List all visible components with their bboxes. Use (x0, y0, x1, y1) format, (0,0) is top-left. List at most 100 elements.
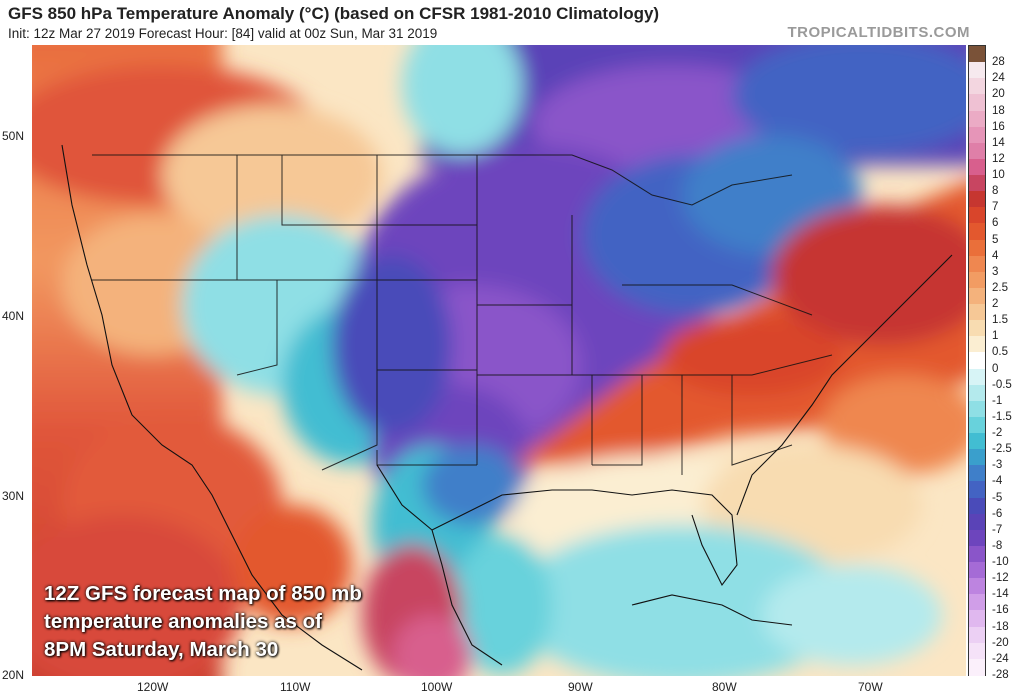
color-scale-cell (969, 497, 985, 515)
lon-label-110w: 110W (280, 680, 311, 694)
color-scale-label: -10 (992, 556, 1009, 569)
caption-line-3: 8PM Saturday, March 30 (44, 638, 279, 661)
color-scale-cell (969, 175, 985, 192)
color-scale-cell (969, 368, 985, 386)
coastlines (61, 144, 953, 671)
color-scale-label: 0.5 (992, 346, 1008, 359)
color-scale-cell (969, 400, 985, 418)
color-scale-cell (969, 191, 985, 208)
color-scale-cell (969, 255, 985, 273)
color-scale-label: 3 (992, 265, 999, 278)
color-scale-label: 20 (992, 88, 1005, 101)
color-scale-label: 6 (992, 217, 999, 230)
map-subtitle: Init: 12z Mar 27 2019 Forecast Hour: [84… (8, 26, 438, 41)
anomaly-field (32, 45, 966, 676)
color-scale-cell (969, 94, 985, 112)
color-scale-label: 1 (992, 330, 999, 343)
color-scale-cell (969, 610, 985, 628)
color-scale-cell (969, 384, 985, 402)
color-scale-cell (969, 287, 985, 305)
color-scale-label: 10 (992, 169, 1005, 182)
color-scale-label: -4 (992, 475, 1003, 488)
color-scale-label: 5 (992, 233, 999, 246)
color-scale-label: -18 (992, 620, 1009, 633)
color-scale-cell (969, 110, 985, 128)
color-scale-cell (969, 336, 985, 354)
color-scale-cell (969, 449, 985, 466)
color-scale-cell (969, 46, 985, 63)
lat-label-50n: 50N (2, 129, 25, 143)
temperature-anomaly-map (32, 45, 966, 676)
color-scale-label: 4 (992, 249, 999, 262)
color-scale-label: -20 (992, 636, 1009, 649)
color-scale-label: 7 (992, 201, 999, 214)
color-scale-cell (969, 207, 985, 224)
caption-line-2: temperature anomalies as of (44, 610, 322, 633)
color-scale-cell (969, 658, 985, 676)
color-scale-label: 1.5 (992, 314, 1008, 327)
color-scale-label: -1 (992, 394, 1003, 407)
lat-label-30n: 30N (2, 489, 25, 503)
color-scale-cell (969, 142, 985, 160)
color-scale-label: -16 (992, 604, 1009, 617)
color-scale-cell (969, 513, 985, 531)
color-scale-label: 24 (992, 72, 1005, 85)
color-scale-label: 2.5 (992, 281, 1008, 294)
color-scale-label: -6 (992, 507, 1003, 520)
lat-label-20n: 20N (2, 668, 25, 682)
color-scale-label: 14 (992, 136, 1005, 149)
color-scale-cell (969, 126, 985, 144)
lon-label-70w: 70W (858, 680, 883, 694)
color-scale-label: -8 (992, 539, 1003, 552)
color-scale-label: -7 (992, 523, 1003, 536)
color-scale-label: 28 (992, 56, 1005, 69)
color-scale-cell (969, 465, 985, 483)
color-scale-cell (969, 433, 985, 450)
map-caption: 12Z GFS forecast map of 850 mb temperatu… (44, 580, 362, 664)
color-scale-label: 8 (992, 185, 999, 198)
state-boundaries (92, 154, 833, 475)
color-scale-label: -2.5 (992, 443, 1012, 456)
color-scale-cell (969, 594, 985, 612)
color-scale-label: 12 (992, 152, 1005, 165)
color-scale-label: -14 (992, 588, 1009, 601)
color-scale-cell (969, 416, 985, 434)
color-scale-cell (969, 320, 985, 337)
map-title: GFS 850 hPa Temperature Anomaly (°C) (ba… (8, 4, 660, 23)
color-scale-cell (969, 578, 985, 595)
color-scale-label: -3 (992, 459, 1003, 472)
color-scale-label: -28 (992, 669, 1009, 681)
color-scale-cell (969, 304, 985, 321)
lon-label-120w: 120W (137, 680, 169, 694)
color-scale-cell (969, 271, 985, 289)
color-scale-cell (969, 62, 985, 79)
lat-label-40n: 40N (2, 309, 25, 323)
color-scale-cell (969, 158, 985, 176)
color-scale-cell (969, 481, 985, 499)
caption-line-1: 12Z GFS forecast map of 850 mb (44, 582, 362, 605)
color-scale-label: -2 (992, 427, 1003, 440)
color-scale-cell (969, 545, 985, 563)
lon-label-80w: 80W (712, 680, 737, 694)
lon-label-90w: 90W (568, 680, 593, 694)
color-scale-label: -12 (992, 572, 1009, 585)
lon-label-100w: 100W (421, 680, 453, 694)
color-scale-cell (969, 352, 985, 370)
color-scale-label: -1.5 (992, 410, 1012, 423)
color-scale-cell (969, 626, 985, 644)
color-scale-label: -0.5 (992, 378, 1012, 391)
brand-watermark: TROPICALTIDBITS.COM (787, 24, 970, 41)
color-scale-cell (969, 562, 985, 579)
color-scale-cell (969, 529, 985, 547)
color-scale-label: 2 (992, 298, 999, 311)
color-scale-label: 18 (992, 104, 1005, 117)
color-scale-label: -24 (992, 652, 1009, 665)
color-scale-cell (969, 642, 985, 660)
color-scale-label: -5 (992, 491, 1003, 504)
color-scale-label: 16 (992, 120, 1005, 133)
color-scale-label: 0 (992, 362, 999, 375)
color-scale-bar (968, 45, 986, 676)
color-scale-cell (969, 223, 985, 241)
color-scale-cell (969, 78, 985, 95)
color-scale-cell (969, 239, 985, 257)
